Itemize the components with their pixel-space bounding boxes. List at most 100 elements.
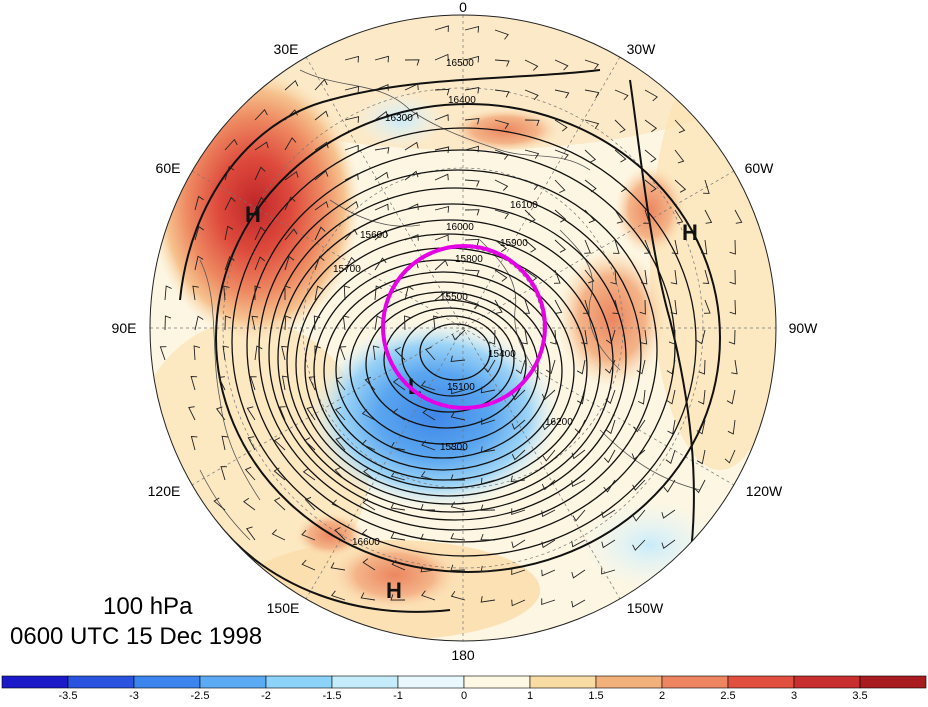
wind-barb [554,89,570,99]
wind-barb [335,376,346,391]
wind-barb [584,179,597,193]
wind-barb [464,179,480,187]
wind-barb [164,285,172,301]
wind-barb [584,209,596,224]
wind-barb [571,599,586,608]
map-border [149,14,777,642]
wind-barb [314,78,328,91]
wind-barb [704,209,713,224]
wind-barb [554,239,567,253]
wind-barb [571,569,586,579]
wind-barb [481,477,496,485]
wind-barb [404,59,420,66]
colorbar-tick-label: -3 [129,690,139,702]
wind-barb [612,299,620,315]
contour-label: 16500 [446,58,474,69]
wind-barb [304,496,316,511]
wind-barb [541,479,556,491]
wind-barb [284,196,296,211]
wind-barb [314,256,325,271]
wind-barb [284,315,292,331]
wind-barb [224,315,232,331]
wind-barb [344,256,357,271]
contour-label: 16100 [510,200,538,211]
map-caption: 100 hPa 0600 UTC 15 Dec 1998 [0,592,300,652]
wind-barb [434,206,450,213]
wind-barb [644,239,651,254]
wind-barb [694,479,706,494]
wind-barb [696,419,706,435]
wind-barb [434,114,449,121]
wind-barb [374,55,389,63]
wind-barb [434,146,450,154]
wind-barb [614,179,628,193]
wind-barb [314,345,321,361]
wind-barb [247,436,256,451]
wind-barb [434,88,450,96]
wind-barb [553,269,561,284]
wind-barb [542,449,556,462]
wind-barb [480,533,496,541]
wind-barb [524,89,539,101]
wind-barb [671,239,679,255]
wind-barb [193,345,201,361]
colorbar-swatch [265,675,333,689]
wind-barb [481,418,496,425]
wind-barb [667,419,676,435]
wind-barb [164,315,172,331]
wind-barb [243,497,256,511]
lon-label-30w: 30W [627,41,657,57]
wind-barb [224,256,235,271]
wind-barb [450,411,466,421]
wind-barb [661,509,676,519]
colorbar-tick-label: 2 [659,690,665,702]
lon-label-150w: 150W [627,600,664,616]
wind-barb [244,466,256,481]
wind-barb [700,239,708,255]
wind-barb [420,565,436,573]
wind-barb [584,59,600,70]
colorbar-swatch [595,675,663,689]
wind-barb [515,359,526,375]
wind-barb [521,329,528,345]
wind-barb [603,479,616,493]
wind-barb [666,359,676,375]
lon-label-120w: 120W [746,483,783,499]
wind-barb [194,315,204,331]
wind-barb [450,355,466,363]
wind-barb [404,315,411,331]
wind-barb [450,533,466,541]
wind-barb [254,166,266,181]
wind-barb [663,479,676,493]
wind-barb [314,170,329,181]
contour-label: 15400 [488,349,516,360]
wind-barb [665,449,676,465]
colorbar-swatch [727,675,795,689]
wind-barb [251,315,259,331]
wind-barb [666,389,676,405]
wind-barb [637,389,646,405]
contour-label: 15700 [333,264,361,275]
wind-barb [494,119,510,129]
wind-barb [545,359,556,375]
wind-barb [190,436,198,451]
colorbar-swatch [133,675,201,689]
wind-barb [584,239,591,254]
wind-barb [404,285,414,301]
wind-barb [343,285,351,301]
wind-barb [636,359,646,375]
wind-barb [420,471,436,481]
wind-barb [159,346,167,361]
wind-barb [339,346,347,361]
wind-barb [541,598,556,606]
lon-label-90w: 90W [789,320,819,336]
wind-barb [494,149,509,160]
wind-barb [313,315,321,331]
wind-barb [726,389,736,405]
wind-barb [392,378,406,391]
contour-label: 15800 [455,254,483,265]
wind-barb [728,329,736,345]
colorbar-swatch [463,675,531,689]
wind-barb [703,179,710,194]
